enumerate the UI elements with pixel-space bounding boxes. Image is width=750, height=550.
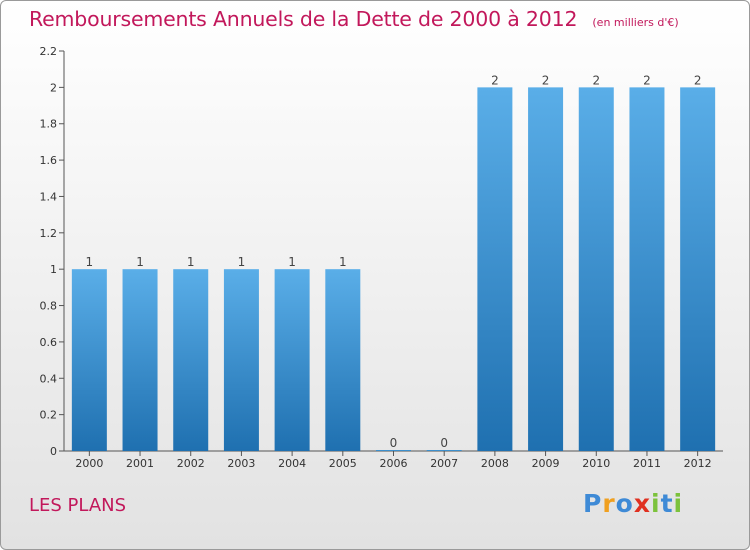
x-tick-label: 2006 <box>380 457 408 470</box>
bar-2008 <box>477 87 513 451</box>
bar-2010 <box>578 87 614 451</box>
x-tick-label: 2003 <box>227 457 255 470</box>
bar-value-label: 2 <box>694 73 702 87</box>
y-tick-label: 1.2 <box>40 227 58 240</box>
bar-2011 <box>629 87 665 451</box>
y-tick-label: 0.8 <box>40 300 58 313</box>
logo-letter: P <box>583 489 603 518</box>
y-tick-label: 1 <box>50 263 57 276</box>
logo-letter: r <box>602 489 616 518</box>
y-tick-label: 0.2 <box>40 409 58 422</box>
y-tick-label: 0.4 <box>40 372 58 385</box>
proxiti-logo: Proxiti <box>583 489 683 518</box>
y-tick-label: 2.2 <box>40 45 58 58</box>
chart-title: Remboursements Annuels de la Dette de 20… <box>29 7 578 31</box>
bar-2009 <box>528 87 564 451</box>
bar-value-label: 1 <box>86 255 94 269</box>
x-tick-label: 2004 <box>278 457 306 470</box>
y-tick-label: 2 <box>50 81 57 94</box>
bar-value-label: 1 <box>136 255 144 269</box>
x-axis: 2000 2001 2002 2003 2004 2005 2006 2007 2008 2009… <box>64 450 723 470</box>
logo-letter: x <box>633 489 651 518</box>
bar-value-label: 2 <box>542 73 550 87</box>
bar-2000 <box>71 269 107 451</box>
bar-value-label: 0 <box>390 436 398 450</box>
x-tick-label: 2000 <box>75 457 103 470</box>
bar-2004 <box>274 269 310 451</box>
y-tick-label: 0.6 <box>40 336 58 349</box>
x-tick-label: 2011 <box>633 457 661 470</box>
x-tick-label: 2009 <box>532 457 560 470</box>
y-tick-label: 1.6 <box>40 154 58 167</box>
y-tick-label: 1.4 <box>40 190 58 203</box>
bar-value-label: 1 <box>339 255 347 269</box>
y-tick-label: 0 <box>50 445 57 458</box>
logo-letter: i <box>651 489 661 518</box>
bar-value-label: 2 <box>643 73 651 87</box>
bar-value-label: 1 <box>288 255 296 269</box>
x-tick-label: 2007 <box>430 457 458 470</box>
x-tick-label: 2005 <box>329 457 357 470</box>
chart-unit: (en milliers d'€) <box>592 16 679 29</box>
bar-value-label: 2 <box>592 73 600 87</box>
bar-value-label: 0 <box>440 436 448 450</box>
x-tick-label: 2001 <box>126 457 154 470</box>
bar-value-label: 2 <box>491 73 499 87</box>
bar-2012 <box>680 87 716 451</box>
x-tick-label: 2012 <box>684 457 712 470</box>
bar-2006 <box>376 450 411 451</box>
bar-2007 <box>426 450 462 451</box>
bars: 1 1 1 1 1 1 0 0 2 2 2 2 2 <box>71 73 716 451</box>
commune-name: LES PLANS <box>29 495 127 516</box>
title-block: Remboursements Annuels de la Dette de 20… <box>29 7 679 31</box>
bar-2001 <box>122 269 158 451</box>
logo-letter: o <box>615 489 634 518</box>
bar-2003 <box>223 269 259 451</box>
y-tick-label: 1.8 <box>40 118 58 131</box>
bar-value-label: 1 <box>238 255 246 269</box>
x-tick-label: 2008 <box>481 457 509 470</box>
logo-letter: t <box>660 489 674 518</box>
bar-value-label: 1 <box>187 255 195 269</box>
x-tick-label: 2010 <box>582 457 610 470</box>
bar-2005 <box>325 269 361 451</box>
logo-letter: i <box>673 489 684 518</box>
y-axis: 0 0.2 0.4 0.6 0.8 1 1.2 1.4 1.6 1.8 2 2.2 <box>40 45 65 458</box>
bar-2002 <box>173 269 209 451</box>
x-tick-label: 2002 <box>177 457 205 470</box>
